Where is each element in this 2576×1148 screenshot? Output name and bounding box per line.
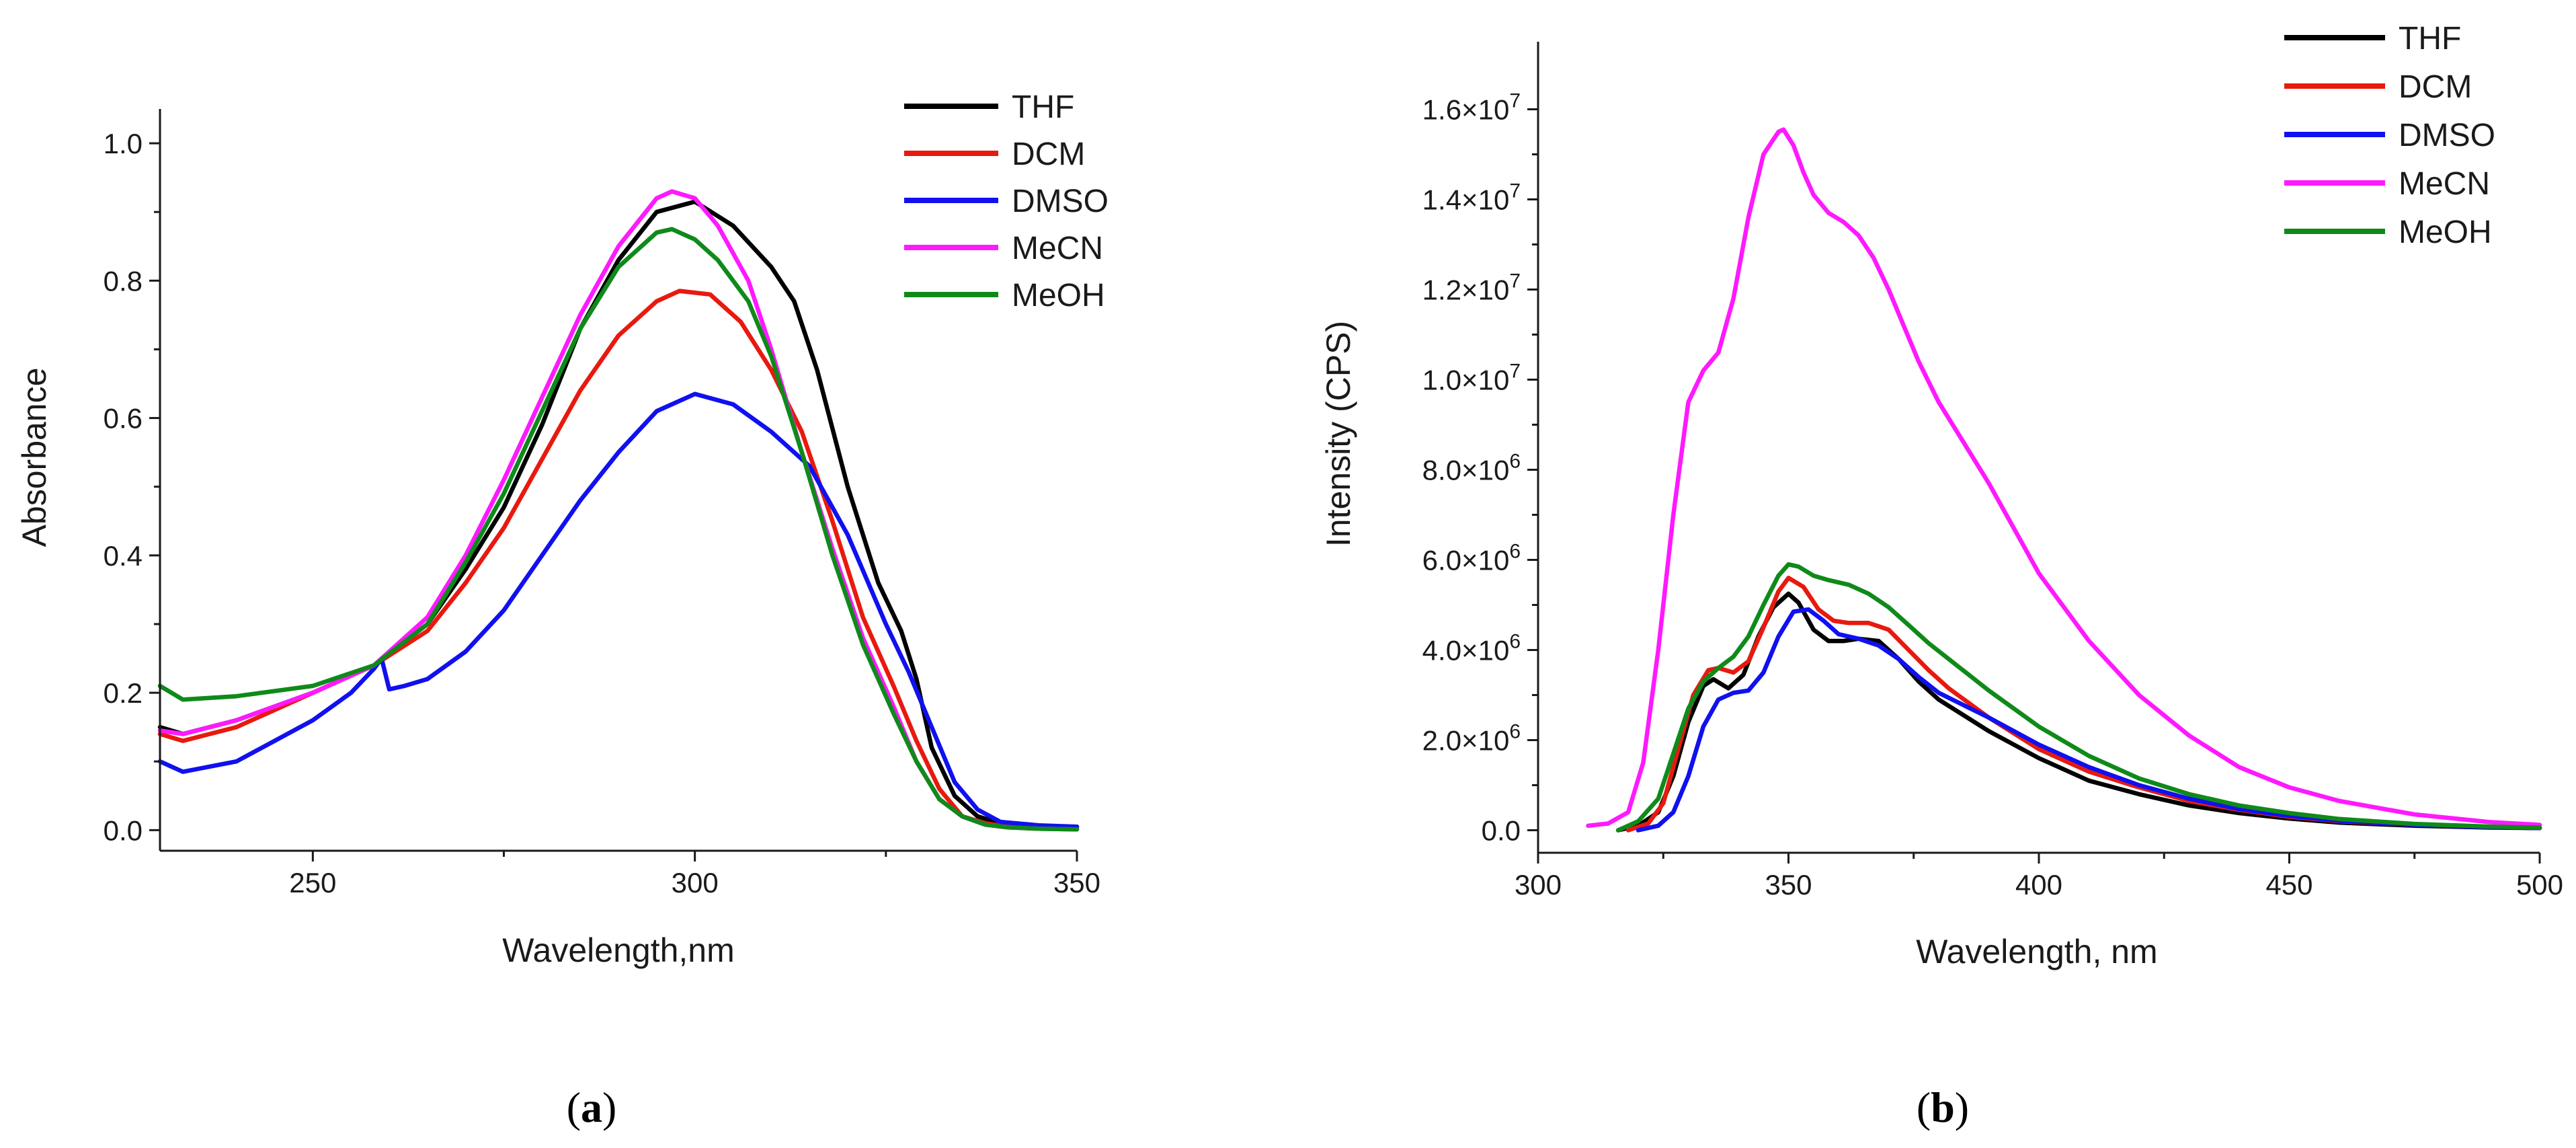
chart-b-legend-label-meoh: MeOH (2399, 215, 2492, 250)
chart-b-legend-label-dcm: DCM (2399, 69, 2472, 105)
chart-a-y-tick-label: 0.4 (104, 540, 143, 572)
chart-b-legend-label-mecn: MeCN (2399, 166, 2490, 202)
chart-a-legend: THF DCM DMSO MeCN MeOH (904, 89, 1109, 313)
chart-b-axes (1537, 42, 2540, 854)
chart-b-series-dmso (1636, 607, 2542, 833)
chart-a-y-tick-label: 0.8 (104, 265, 143, 297)
chart-b-series-group (1586, 127, 2542, 833)
chart-a-legend-label-meoh: MeOH (1012, 278, 1105, 313)
chart-b-legend: THF DCM DMSO MeCN MeOH (2284, 21, 2495, 250)
chart-a-x-tick-label: 250 (289, 867, 336, 898)
chart-b-series-mecn (1586, 127, 2542, 829)
chart-a-axes (159, 109, 1077, 852)
chart-a-series-meoh (157, 227, 1080, 832)
chart-b-y-tick-label: 1.4×107 (1422, 180, 1521, 216)
chart-b-y-tick-label: 2.0×106 (1422, 721, 1521, 757)
chart-a-caption-letter: a (581, 1083, 602, 1131)
chart-b-y-tick-label: 8.0×106 (1422, 451, 1521, 486)
chart-b-series-thf (1615, 591, 2542, 833)
chart-a-legend-label-dmso: DMSO (1012, 184, 1109, 219)
chart-b-intensity: 300 350 400 450 500 0.0 2.0×106 4.0×106 6.0×106 8… (1320, 21, 2563, 1131)
chart-b-legend-label-dmso: DMSO (2399, 118, 2495, 153)
chart-b-series-meoh (1615, 562, 2542, 833)
chart-a-legend-label-dcm: DCM (1012, 137, 1085, 172)
chart-b-y-tick-label: 1.0×107 (1422, 360, 1521, 396)
chart-a-series-dmso (157, 391, 1080, 829)
chart-b-y-tick-label: 1.2×107 (1422, 270, 1521, 306)
chart-a-ticks: 250 300 350 0.0 0.2 0.4 0.6 0.8 1.0 (104, 128, 1100, 898)
chart-b-series-dcm (1625, 576, 2542, 833)
chart-b-x-axis-label: Wavelength, nm (1916, 933, 2157, 970)
chart-a-series-mecn (157, 189, 1080, 832)
chart-a-legend-label-thf: THF (1012, 89, 1074, 125)
chart-b-ticks: 300 350 400 450 500 0.0 2.0×106 4.0×106 6.0×106 8… (1422, 90, 2563, 901)
chart-a-y-tick-label: 0.6 (104, 403, 143, 434)
chart-a-x-axis-label: Wavelength,nm (502, 931, 735, 969)
chart-a-y-tick-label: 0.2 (104, 677, 143, 709)
chart-a-x-tick-label: 300 (672, 867, 719, 898)
chart-a-caption: (a) (567, 1083, 617, 1131)
chart-b-x-tick-label: 400 (2015, 869, 2062, 901)
chart-b-caption: (b) (1917, 1083, 1969, 1131)
chart-b-y-tick-label: 1.6×107 (1422, 90, 1521, 126)
chart-b-y-tick-label: 6.0×106 (1422, 541, 1521, 576)
chart-a-x-tick-label: 350 (1053, 867, 1100, 898)
chart-a-absorbance: 250 300 350 0.0 0.2 0.4 0.6 0.8 1.0 Wavelength,n… (15, 89, 1109, 1131)
chart-a-y-tick-label: 0.0 (104, 814, 143, 846)
chart-b-y-tick-label: 0.0 (1482, 815, 1521, 847)
chart-b-y-axis-label: Intensity (CPS) (1320, 321, 1357, 547)
chart-a-series-group (157, 189, 1080, 832)
chart-a-y-axis-label: Absorbance (15, 368, 53, 547)
chart-b-legend-label-thf: THF (2399, 21, 2461, 56)
chart-b-x-tick-label: 450 (2265, 869, 2312, 901)
chart-a-legend-label-mecn: MeCN (1012, 231, 1103, 266)
chart-b-x-tick-label: 500 (2516, 869, 2563, 901)
chart-a-y-tick-label: 1.0 (104, 128, 143, 159)
chart-b-x-tick-label: 350 (1765, 869, 1812, 901)
chart-b-caption-letter: b (1931, 1083, 1955, 1131)
chart-b-x-tick-label: 300 (1515, 869, 1562, 901)
chart-b-y-tick-label: 4.0×106 (1422, 631, 1521, 666)
